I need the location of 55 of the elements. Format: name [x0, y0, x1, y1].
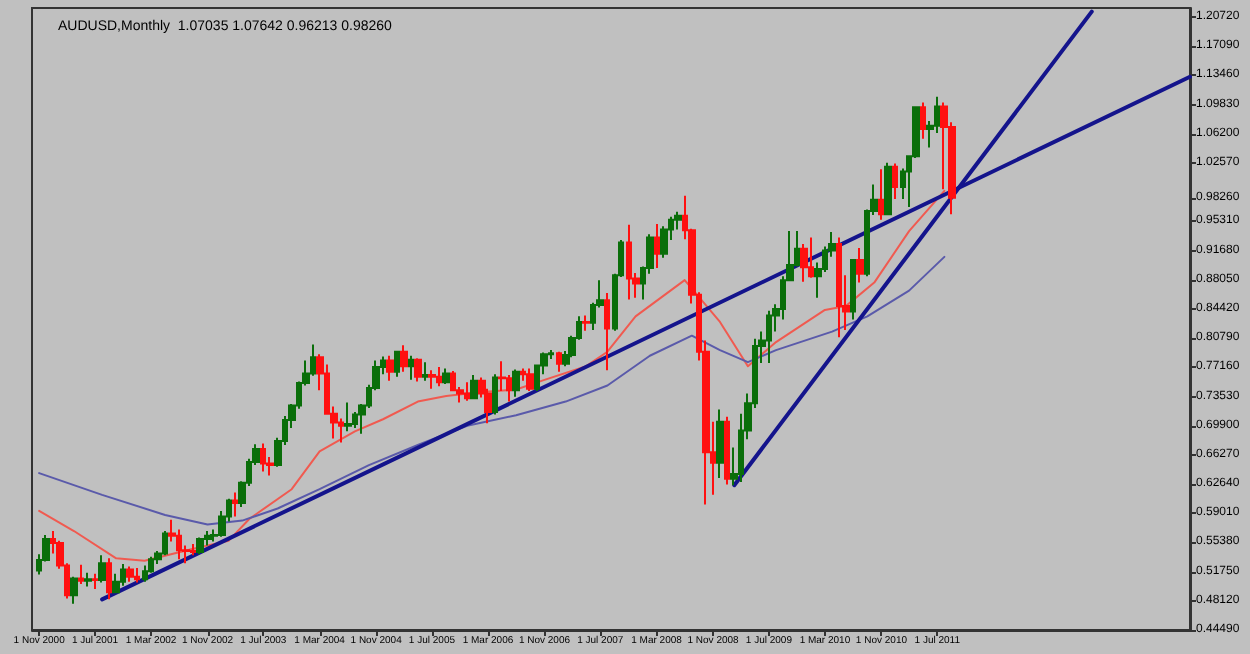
candlestick [162, 530, 168, 557]
candlestick [232, 491, 238, 518]
candlestick [142, 564, 148, 583]
candlestick [436, 366, 442, 388]
candlestick [492, 373, 498, 416]
candlestick [120, 562, 126, 587]
candlestick [878, 168, 884, 221]
candlestick [386, 354, 394, 382]
candlestick [920, 101, 926, 140]
line-series [38, 255, 946, 526]
candlestick [604, 292, 610, 372]
candlestick [134, 567, 140, 584]
candlestick [716, 408, 724, 479]
candlestick [148, 555, 154, 574]
candlestick [84, 571, 92, 588]
candlestick [196, 536, 204, 556]
candlestick [176, 528, 182, 561]
candlestick [470, 374, 478, 401]
candlestick [310, 343, 316, 377]
candlestick [800, 242, 808, 283]
candlestick [190, 542, 196, 557]
candlestick [428, 369, 436, 390]
candlestick [98, 554, 106, 584]
candlestick [556, 350, 562, 373]
candlestick [464, 381, 470, 402]
candlestick [204, 530, 212, 547]
candlestick [92, 572, 98, 590]
candlestick [70, 575, 78, 605]
candlestick [422, 361, 428, 382]
candlestick [654, 222, 660, 270]
candlestick [126, 565, 134, 583]
candlestick [884, 161, 892, 216]
candlestick [808, 236, 814, 279]
candlestick [394, 349, 400, 378]
candlestick [260, 442, 266, 473]
line-series [38, 189, 946, 562]
candlestick [856, 247, 864, 284]
candlestick [836, 236, 842, 339]
candlestick [626, 223, 632, 301]
candlestick [582, 314, 590, 332]
candlestick [660, 225, 668, 259]
candlestick [400, 344, 408, 373]
candlestick [850, 258, 856, 321]
candlestick [526, 367, 534, 393]
candlestick [408, 354, 414, 381]
candlestick [892, 162, 898, 200]
candlestick [766, 309, 772, 364]
candlestick [512, 368, 520, 398]
candlestick [106, 557, 112, 601]
candlestick [78, 563, 84, 586]
candlestick [112, 572, 120, 594]
candlestick [414, 357, 422, 383]
candlestick [724, 415, 730, 486]
candlestick [344, 401, 352, 433]
candlestick [442, 367, 450, 385]
